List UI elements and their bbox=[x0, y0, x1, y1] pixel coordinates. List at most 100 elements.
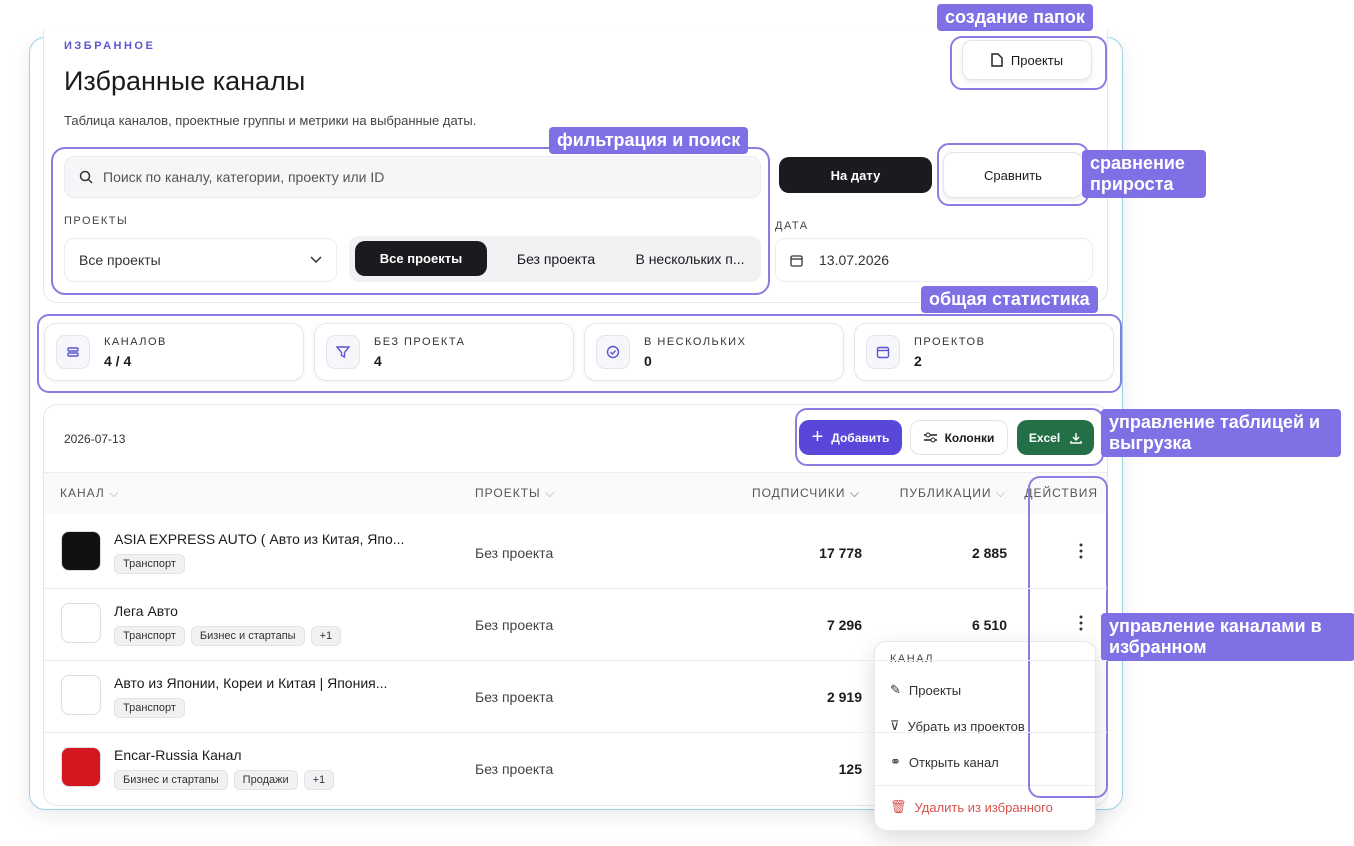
menu-label: Удалить из избранного bbox=[914, 799, 1053, 815]
excel-button[interactable]: Excel bbox=[1017, 420, 1094, 455]
search-icon bbox=[79, 170, 93, 184]
menu-item-danger[interactable]: 🗑 Удалить из избранного bbox=[890, 799, 1053, 815]
stat-icon bbox=[326, 335, 360, 369]
projects-button[interactable]: Проекты bbox=[962, 40, 1092, 80]
col-label: ПУБЛИКАЦИИ bbox=[899, 486, 992, 500]
menu-icon: ⊽ bbox=[890, 718, 900, 733]
tag: +1 bbox=[303, 770, 335, 790]
menu-label: Открыть канал bbox=[908, 754, 999, 770]
subscribers: 2 919 bbox=[826, 689, 862, 705]
date-value: 13.07.2026 bbox=[819, 252, 890, 268]
project: Без проекта bbox=[475, 617, 554, 633]
col-header: ПУБЛИКАЦИИ ⌵ bbox=[899, 486, 1006, 500]
publications: 6 510 bbox=[971, 617, 1007, 633]
menu-label: Убрать из проектов bbox=[907, 718, 1025, 734]
tag: Транспорт bbox=[114, 698, 185, 718]
channel-name: Encar-Russia Канал bbox=[114, 747, 242, 763]
col-label: ПОДПИСЧИКИ bbox=[751, 486, 846, 500]
stat-icon bbox=[56, 335, 90, 369]
search-placeholder: Поиск по каналу, категории, проекту или … bbox=[103, 169, 385, 185]
menu-icon: ✎ bbox=[890, 682, 901, 697]
columns-button[interactable]: Колонки bbox=[910, 420, 1008, 455]
annotation: управление каналами в избранном bbox=[1101, 613, 1354, 661]
kebab-icon bbox=[1079, 615, 1083, 631]
stat-label: КАНАЛОВ bbox=[104, 336, 167, 348]
projects-button-label: Проекты bbox=[1010, 52, 1064, 68]
menu-icon: ⚭ bbox=[890, 754, 901, 769]
kebab[interactable] bbox=[1076, 542, 1086, 560]
annotation: управление таблицей и выгрузка bbox=[1101, 409, 1341, 457]
stat-value: 4 / 4 bbox=[104, 353, 132, 369]
highlight bbox=[1028, 476, 1108, 798]
col-header: ПОДПИСЧИКИ ⌵ bbox=[751, 486, 860, 500]
calendar-icon bbox=[790, 254, 803, 267]
project: Без проекта bbox=[475, 545, 554, 561]
stat-icon bbox=[596, 335, 630, 369]
menu-label: Проекты bbox=[908, 682, 962, 698]
subscribers: 125 bbox=[838, 761, 862, 777]
eyebrow: ИЗБРАННОЕ bbox=[64, 40, 156, 52]
kebab[interactable] bbox=[1076, 614, 1086, 632]
menu-item[interactable]: ⊽ Убрать из проектов bbox=[890, 718, 1025, 734]
menu-item[interactable]: ✎ Проекты bbox=[890, 682, 961, 698]
select-value: Все проекты bbox=[79, 252, 161, 268]
stat-label: ПРОЕКТОВ bbox=[914, 336, 986, 348]
tag: Продажи bbox=[233, 770, 298, 790]
add-button[interactable]: + Добавить bbox=[799, 420, 902, 455]
segment[interactable]: Все проекты bbox=[355, 241, 487, 276]
date-input[interactable]: 13.07.2026 bbox=[775, 238, 1093, 282]
subscribers: 7 296 bbox=[826, 617, 862, 633]
search[interactable]: Поиск по каналу, категории, проекту или … bbox=[64, 156, 761, 198]
mode-button[interactable]: Сравнить bbox=[943, 152, 1083, 198]
subtitle: Таблица каналов, проектные группы и метр… bbox=[64, 113, 477, 128]
sliders-icon bbox=[923, 432, 937, 443]
channel-name: ASIA EXPRESS AUTO ( Авто из Китая, Япо..… bbox=[114, 531, 405, 547]
annotation: создание папок bbox=[937, 4, 1093, 31]
stat-value: 2 bbox=[914, 353, 922, 369]
channel-name: Авто из Японии, Кореи и Китая | Япония..… bbox=[114, 675, 388, 691]
row-divider bbox=[44, 732, 1107, 733]
stat-icon bbox=[866, 335, 900, 369]
tag: +1 bbox=[310, 626, 342, 646]
tags: Транспорт bbox=[114, 554, 191, 574]
channel-logo bbox=[61, 603, 101, 643]
highlight bbox=[795, 408, 1104, 466]
segment[interactable]: Без проекта bbox=[516, 250, 596, 267]
menu-icon: 🗑 bbox=[890, 799, 907, 814]
col-header: ПРОЕКТЫ ⌵ bbox=[475, 486, 556, 500]
highlight bbox=[37, 314, 1122, 393]
chevron bbox=[310, 256, 322, 264]
channel-logo bbox=[61, 675, 101, 715]
col-header: КАНАЛ ⌵ bbox=[60, 486, 120, 500]
tag: Транспорт bbox=[114, 554, 185, 574]
download-icon bbox=[1070, 432, 1082, 444]
excel-label: Excel bbox=[1028, 430, 1061, 445]
stat-label: БЕЗ ПРОЕКТА bbox=[374, 336, 466, 348]
icon bbox=[67, 347, 79, 357]
context-menu bbox=[874, 641, 1096, 831]
tag: Бизнес и стартапы bbox=[190, 626, 305, 646]
highlight bbox=[950, 36, 1107, 90]
mode-button[interactable]: На дату bbox=[779, 157, 932, 193]
row-divider bbox=[44, 588, 1107, 589]
projects-select[interactable]: Все проекты bbox=[64, 238, 337, 282]
project: Без проекта bbox=[475, 689, 554, 705]
stat-value: 0 bbox=[644, 353, 652, 369]
tags: Бизнес и стартапы Продажи +1 bbox=[114, 770, 340, 790]
col-header: ДЕЙСТВИЯ bbox=[1024, 486, 1098, 500]
tag: Бизнес и стартапы bbox=[114, 770, 228, 790]
highlight bbox=[937, 143, 1089, 206]
channel-logo bbox=[61, 531, 101, 571]
table-date: 2026-07-13 bbox=[64, 432, 126, 446]
icon bbox=[336, 346, 350, 359]
table-header bbox=[44, 472, 1107, 514]
subscribers: 17 778 bbox=[819, 545, 862, 561]
menu-divider bbox=[875, 785, 1095, 786]
col-label: КАНАЛ bbox=[60, 486, 105, 500]
menu-item[interactable]: ⚭ Открыть канал bbox=[890, 754, 999, 770]
channel-name: Лега Авто bbox=[114, 603, 178, 619]
segment[interactable]: В нескольких п... bbox=[635, 250, 745, 267]
menu-title: КАНАЛ bbox=[890, 653, 934, 665]
kebab-icon bbox=[1079, 543, 1083, 559]
